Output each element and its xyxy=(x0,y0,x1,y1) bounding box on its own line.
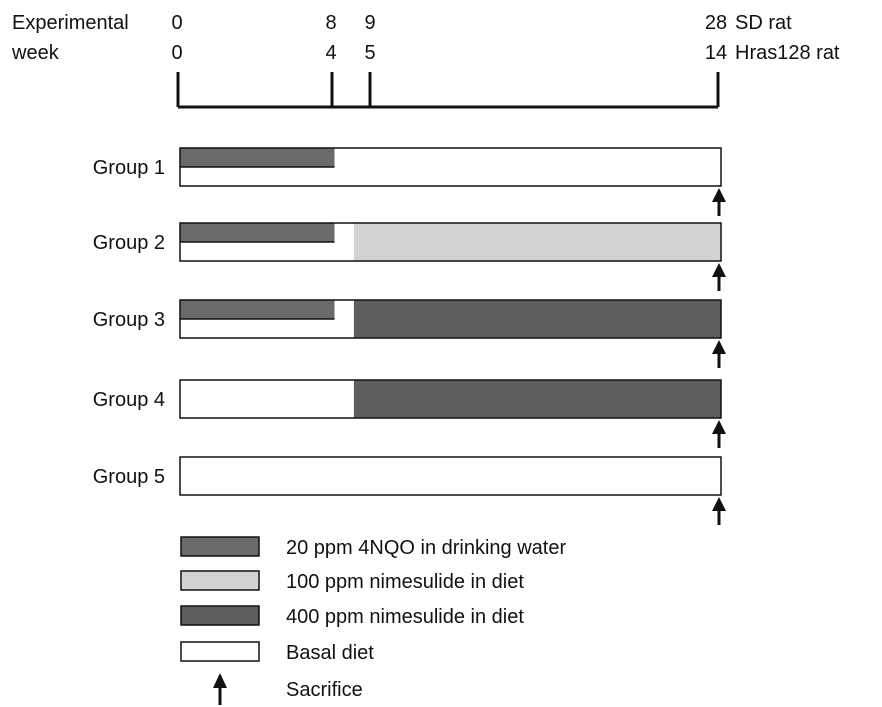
up-arrow-icon xyxy=(213,673,227,705)
bar-segment-4nqo xyxy=(180,148,335,167)
legend: 20 ppm 4NQO in drinking water 100 ppm ni… xyxy=(180,536,566,705)
tick-hras-label: 0 xyxy=(171,42,182,64)
tick-sd-label: 8 xyxy=(325,12,336,34)
tick-sd-label: 28 xyxy=(705,12,727,34)
legend-label: Sacrifice xyxy=(286,679,363,701)
bar-segment-basal xyxy=(180,457,721,476)
bar-segment-basal xyxy=(180,319,354,338)
group-label: Group 1 xyxy=(93,157,165,179)
bar-segment-nim400 xyxy=(353,300,721,319)
bar-segment-basal xyxy=(180,399,354,418)
sacrifice-arrow-icon xyxy=(712,497,726,525)
group-label: Group 4 xyxy=(93,389,165,411)
bar-segment-nim400 xyxy=(353,399,721,418)
bar-segment-4nqo xyxy=(180,223,335,242)
sacrifice-arrow-icon xyxy=(712,340,726,368)
legend-label: 20 ppm 4NQO in drinking water xyxy=(286,537,566,559)
bar-segment-nim100 xyxy=(353,223,721,242)
group-1-bar: Group 1 xyxy=(93,147,726,216)
sacrifice-arrow-icon xyxy=(712,263,726,291)
group-label: Group 2 xyxy=(93,232,165,254)
group-5-bar: Group 5 xyxy=(93,456,726,525)
bar-segment-nim400 xyxy=(353,319,721,338)
sacrifice-arrow-icon xyxy=(712,188,726,216)
timeline-axis xyxy=(176,72,720,109)
tick-hras-label: 4 xyxy=(325,42,336,64)
group-bars: Group 1 Group 2 Group 3 Group 4 Group 5 xyxy=(93,147,726,525)
bar-segment-basal xyxy=(180,476,721,495)
group-label: Group 3 xyxy=(93,309,165,331)
bar-segment-basal xyxy=(334,148,721,167)
bar-segment-nim100 xyxy=(353,242,721,261)
legend-label: 100 ppm nimesulide in diet xyxy=(286,571,524,593)
header-title-line2: week xyxy=(11,42,60,64)
tick-sd-label: 0 xyxy=(171,12,182,34)
header-row1-label: SD rat xyxy=(735,12,792,34)
bar-segment-basal xyxy=(180,380,354,399)
header-title-line1: Experimental xyxy=(12,12,129,34)
legend-label: 400 ppm nimesulide in diet xyxy=(286,606,524,628)
group-2-bar: Group 2 xyxy=(93,222,726,291)
legend-swatch-nim100 xyxy=(180,570,260,591)
tick-hras-label: 14 xyxy=(705,42,727,64)
group-3-bar: Group 3 xyxy=(93,299,726,368)
group-label: Group 5 xyxy=(93,466,165,488)
tick-hras-label: 5 xyxy=(364,42,375,64)
legend-swatch-nim400 xyxy=(180,605,260,626)
group-4-bar: Group 4 xyxy=(93,379,726,448)
bar-segment-nim400 xyxy=(353,380,721,399)
tick-sd-label: 9 xyxy=(364,12,375,34)
header-row2-label: Hras128 rat xyxy=(735,42,840,64)
legend-swatch-basal xyxy=(180,641,260,662)
bar-segment-basal xyxy=(334,223,354,242)
legend-swatch-4nqo xyxy=(180,536,260,557)
bar-segment-basal xyxy=(180,167,721,186)
bar-segment-4nqo xyxy=(180,300,335,319)
bar-segment-basal xyxy=(334,300,354,319)
bar-outline xyxy=(179,456,722,496)
bar-outline xyxy=(179,379,722,419)
bar-segment-basal xyxy=(180,242,354,261)
sacrifice-arrow-icon xyxy=(712,420,726,448)
legend-label: Basal diet xyxy=(286,642,374,664)
